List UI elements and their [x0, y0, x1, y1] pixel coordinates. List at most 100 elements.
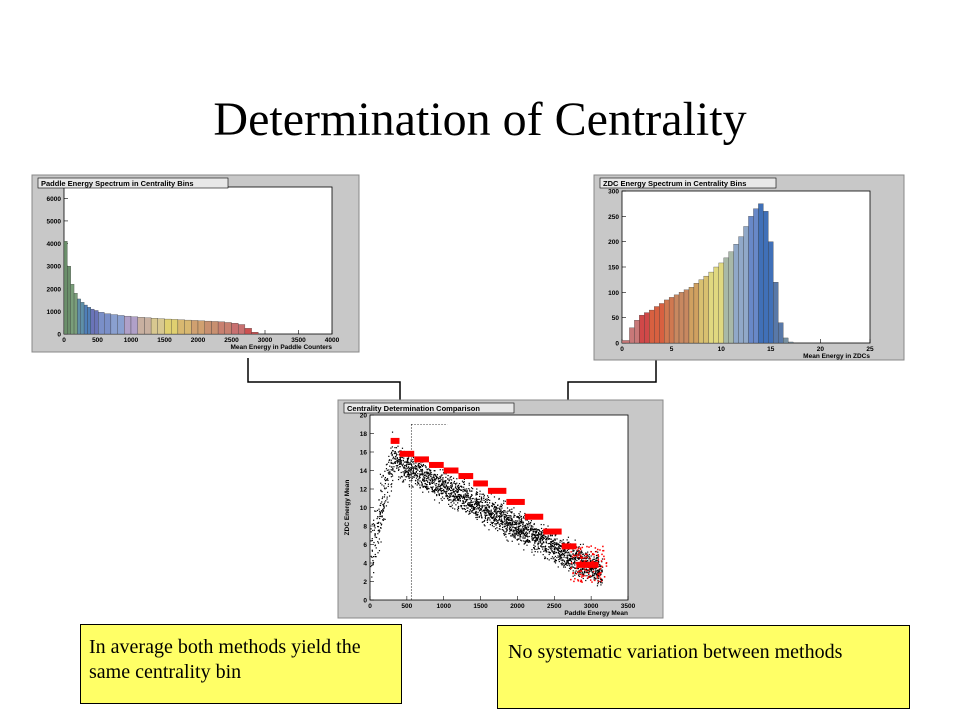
scatter-point: [520, 530, 522, 532]
scatter-point: [388, 471, 390, 473]
scatter-point: [582, 561, 584, 563]
scatter-point: [437, 487, 439, 489]
scatter-point: [572, 553, 574, 555]
scatter-point: [518, 530, 520, 532]
scatter-point: [385, 479, 388, 481]
mean-tail-point: [597, 555, 600, 558]
scatter-point: [524, 525, 527, 527]
x-tick-label: 15: [767, 346, 775, 353]
scatter-point: [494, 519, 496, 521]
scatter-point: [453, 480, 456, 483]
scatter-point: [481, 493, 483, 495]
scatter-point: [597, 557, 599, 559]
scatter-point: [410, 468, 412, 470]
scatter-point: [415, 477, 418, 479]
scatter-point: [480, 512, 482, 515]
scatter-point: [533, 537, 535, 539]
scatter-point: [581, 573, 583, 575]
scatter-point: [421, 474, 423, 476]
scatter-point: [517, 527, 519, 529]
scatter-point: [447, 482, 450, 484]
histogram-bar: [673, 294, 680, 344]
scatter-point: [389, 471, 391, 473]
scatter-point: [505, 522, 507, 524]
histogram-bar: [184, 319, 192, 335]
scatter-point: [544, 557, 547, 559]
scatter-point: [430, 478, 432, 480]
scatter-point: [456, 496, 458, 498]
scatter-point: [412, 459, 414, 461]
scatter-point: [406, 458, 409, 461]
scatter-point: [586, 571, 588, 573]
scatter-point: [428, 473, 430, 475]
scatter-point: [391, 446, 393, 448]
scatter-point: [409, 470, 411, 472]
scatter-point: [544, 535, 546, 537]
scatter-point: [567, 563, 570, 565]
scatter-point: [496, 512, 498, 514]
mean-step: [414, 456, 429, 463]
scatter-point: [528, 535, 530, 538]
scatter-point: [496, 521, 499, 523]
scatter-point: [562, 563, 564, 565]
scatter-point: [461, 502, 463, 505]
scatter-point: [545, 550, 547, 552]
scatter-point: [404, 469, 406, 472]
scatter-point: [513, 534, 515, 536]
scatter-point: [402, 471, 404, 473]
scatter-point: [448, 480, 450, 482]
scatter-point: [551, 556, 554, 558]
scatter-point: [517, 529, 519, 531]
scatter-point: [380, 515, 382, 517]
scatter-point: [601, 579, 603, 581]
scatter-point: [503, 510, 505, 512]
scatter-point: [457, 487, 459, 489]
scatter-point: [446, 495, 448, 497]
scatter-point: [578, 573, 580, 575]
scatter-point: [519, 520, 522, 522]
scatter-point: [562, 559, 564, 561]
scatter-point: [515, 523, 517, 525]
scatter-point: [439, 486, 441, 488]
scatter-point: [435, 486, 437, 489]
scatter-point: [401, 481, 404, 483]
scatter-point: [406, 473, 409, 475]
scatter-point: [487, 517, 489, 519]
mean-tail-point: [580, 580, 583, 582]
scatter-point: [458, 497, 461, 499]
scatter-point: [560, 554, 562, 556]
scatter-point: [430, 475, 432, 478]
scatter-point: [407, 470, 409, 473]
scatter-point: [506, 512, 509, 514]
scatter-point: [422, 473, 424, 475]
mean-tail-point: [580, 563, 583, 566]
mean-step: [458, 473, 474, 480]
scatter-point: [505, 528, 508, 530]
scatter-point: [504, 533, 506, 535]
scatter-point: [389, 472, 391, 474]
scatter-point: [595, 574, 597, 576]
scatter-point: [469, 505, 471, 507]
scatter-point: [445, 494, 447, 496]
scatter-point: [522, 525, 524, 527]
scatter-point: [506, 527, 508, 529]
histogram-bar: [251, 332, 259, 335]
x-tick-label: 3500: [291, 337, 306, 344]
scatter-point: [541, 539, 543, 542]
scatter-point: [474, 508, 476, 510]
scatter-point: [446, 497, 449, 499]
mean-tail-point: [588, 561, 590, 564]
mean-tail-point: [589, 579, 592, 581]
scatter-point: [545, 551, 547, 553]
scatter-point: [460, 485, 463, 487]
scatter-point: [472, 507, 475, 509]
scatter-point: [553, 541, 555, 544]
scatter-point: [527, 539, 529, 541]
scatter-point: [501, 526, 504, 529]
scatter-point: [449, 486, 451, 488]
scatter-point: [400, 461, 402, 463]
scatter-point: [574, 564, 576, 566]
scatter-point: [513, 529, 515, 531]
scatter-point: [486, 511, 488, 513]
scatter-point: [556, 556, 558, 559]
